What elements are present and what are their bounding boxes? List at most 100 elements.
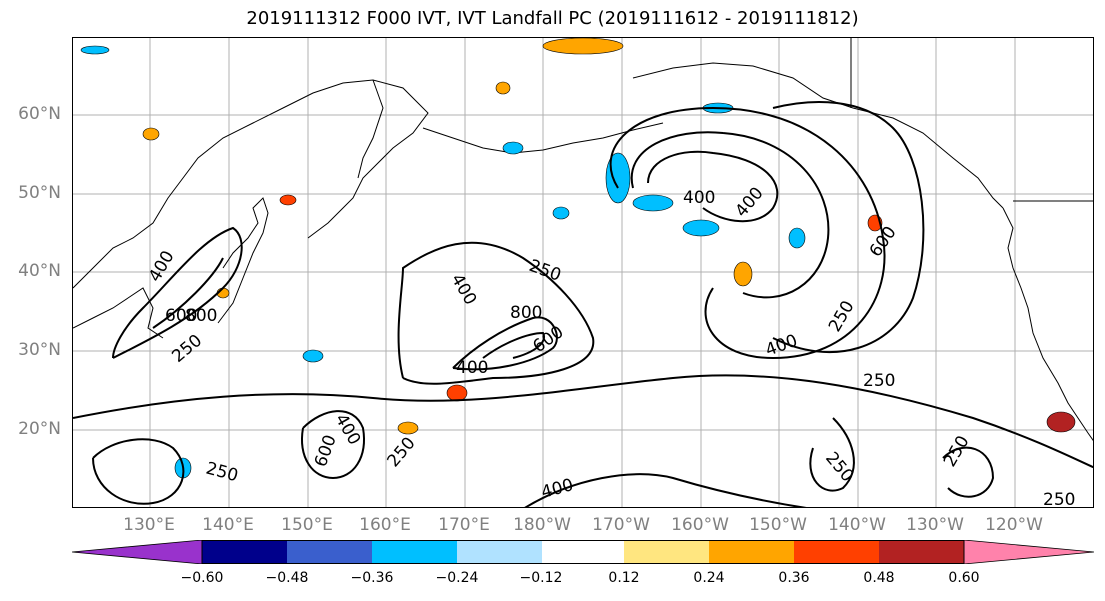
contour-label: 400 <box>456 358 488 378</box>
colorbar-segment <box>457 540 542 564</box>
colorbar-segment <box>287 540 372 564</box>
colorbar-extend-high <box>963 539 1095 565</box>
colorbar-tick: −0.48 <box>265 570 309 586</box>
lon-label-160w: 160°W <box>671 515 729 535</box>
contour-label: 250 <box>204 459 241 487</box>
colorbar-frame <box>201 540 965 564</box>
negative-patch <box>80 45 110 55</box>
map-title: 2019111312 F000 IVT, IVT Landfall PC (20… <box>246 8 859 29</box>
contour-far-east <box>942 446 995 498</box>
positive-patch <box>446 384 468 402</box>
coastline-kamchatka <box>357 79 384 179</box>
contour-label: 400 <box>732 183 768 221</box>
lat-label-60n: 60°N <box>18 104 61 124</box>
contour-central-pacific-core <box>482 331 545 359</box>
colorbar-extend-low <box>71 539 203 565</box>
negative-patch <box>552 206 570 220</box>
colorbar-segment <box>709 540 794 564</box>
colorbar-tick: 0.12 <box>608 570 640 586</box>
positive-patch <box>397 421 419 435</box>
contour-label: 250 <box>821 448 857 486</box>
coastline-north-america <box>1002 207 1093 442</box>
coastline-aleutians <box>422 122 664 154</box>
lon-label-130e: 130°E <box>123 515 175 535</box>
lon-label-150w: 150°W <box>749 515 807 535</box>
lat-label-30n: 30°N <box>18 340 61 360</box>
contour-label: 600 <box>165 306 197 326</box>
negative-patch <box>502 141 524 155</box>
coastline-japan <box>217 197 269 324</box>
contour-outer-gulf <box>772 101 925 353</box>
gridlines <box>73 38 1093 507</box>
colorbar-segment <box>542 540 624 564</box>
lat-label-20n: 20°N <box>18 419 61 439</box>
contour-label: 250 <box>168 331 206 367</box>
colorbar-tick: 0.36 <box>778 570 810 586</box>
contour-central-pacific-outer <box>397 241 595 385</box>
contour-label: 250 <box>940 432 974 470</box>
positive-patch <box>495 81 511 95</box>
colorbar-tick: −0.24 <box>435 570 479 586</box>
colorbar-tick: −0.36 <box>350 570 394 586</box>
contour-ring-inner-gulf <box>630 131 830 299</box>
contour-ring-core-gulf <box>647 150 779 223</box>
negative-patch <box>302 349 324 363</box>
coastlines <box>73 38 1093 442</box>
contour-south-band <box>73 374 1093 469</box>
negative-patch <box>605 152 631 204</box>
lon-label-130w: 130°W <box>906 515 964 535</box>
colorbar-segment <box>624 540 709 564</box>
lon-label-140e: 140°E <box>202 515 254 535</box>
colorbar-segment <box>794 540 879 564</box>
colorbar-tick: 0.60 <box>948 570 980 586</box>
contour-label: 250 <box>1043 490 1075 508</box>
ivt-fill-patches <box>80 38 1076 479</box>
lon-label-180w: 180°W <box>513 515 571 535</box>
colorbar <box>71 539 1095 565</box>
positive-patch <box>733 261 753 287</box>
contour-japan-inner <box>152 257 224 329</box>
positive-patch <box>1046 411 1076 433</box>
negative-patch <box>632 194 674 212</box>
lon-label-170e: 170°E <box>438 515 490 535</box>
contour-south-east <box>809 417 855 492</box>
coastline-korea-china <box>73 287 164 339</box>
map-svg: 400 600 800 250 400 800 600 400 250 400 … <box>73 38 1093 508</box>
lat-label-50n: 50°N <box>18 183 61 203</box>
colorbar-tick: −0.12 <box>519 570 563 586</box>
negative-patch <box>788 227 806 249</box>
colorbar-tick: 0.24 <box>693 570 725 586</box>
map-panel: 400 600 800 250 400 800 600 400 250 400 … <box>72 37 1094 508</box>
positive-patch <box>542 38 624 55</box>
contour-label: 250 <box>384 433 420 471</box>
contour-label: 250 <box>526 256 563 286</box>
contour-label: 400 <box>539 475 576 503</box>
colorbar-svg <box>71 539 1095 565</box>
contour-bottom <box>524 473 807 507</box>
coastline-alaska <box>632 62 1004 209</box>
contour-central-pacific-inner <box>452 316 558 371</box>
contour-label: 800 <box>510 303 542 323</box>
contour-label: 400 <box>683 188 715 208</box>
lon-label-120w: 120°W <box>985 515 1043 535</box>
contour-label: 800 <box>185 306 217 326</box>
contour-south-west-cell-2 <box>92 438 185 505</box>
contour-south-west-cell <box>301 410 365 480</box>
ivt-contours <box>73 101 1093 507</box>
colorbar-tick: −0.60 <box>180 570 224 586</box>
contour-label: 400 <box>447 271 481 309</box>
lon-label-160e: 160°E <box>359 515 411 535</box>
contour-ring-large-gulf <box>609 106 886 360</box>
lon-label-150e: 150°E <box>281 515 333 535</box>
colorbar-segment <box>372 540 457 564</box>
colorbar-segment <box>202 540 287 564</box>
positive-patch <box>142 127 160 141</box>
lat-label-40n: 40°N <box>18 261 61 281</box>
positive-patch <box>279 194 297 206</box>
contour-label: 600 <box>311 432 341 469</box>
colorbar-segment <box>879 540 964 564</box>
colorbar-tick: 0.48 <box>863 570 895 586</box>
lon-label-140w: 140°W <box>828 515 886 535</box>
negative-patch <box>682 219 720 237</box>
lon-label-170w: 170°W <box>592 515 650 535</box>
